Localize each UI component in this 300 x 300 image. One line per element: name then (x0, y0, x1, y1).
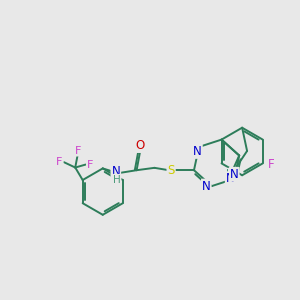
Text: N: N (202, 180, 211, 193)
Text: H: H (113, 175, 121, 185)
Text: F: F (56, 157, 63, 167)
Text: F: F (74, 146, 81, 156)
Text: N: N (193, 145, 202, 158)
Text: S: S (167, 164, 175, 177)
Text: N: N (226, 172, 235, 185)
Text: F: F (87, 160, 93, 170)
Text: N: N (230, 168, 239, 181)
Text: N: N (111, 165, 120, 178)
Text: H: H (226, 169, 234, 179)
Text: O: O (136, 139, 145, 152)
Text: F: F (268, 158, 274, 171)
